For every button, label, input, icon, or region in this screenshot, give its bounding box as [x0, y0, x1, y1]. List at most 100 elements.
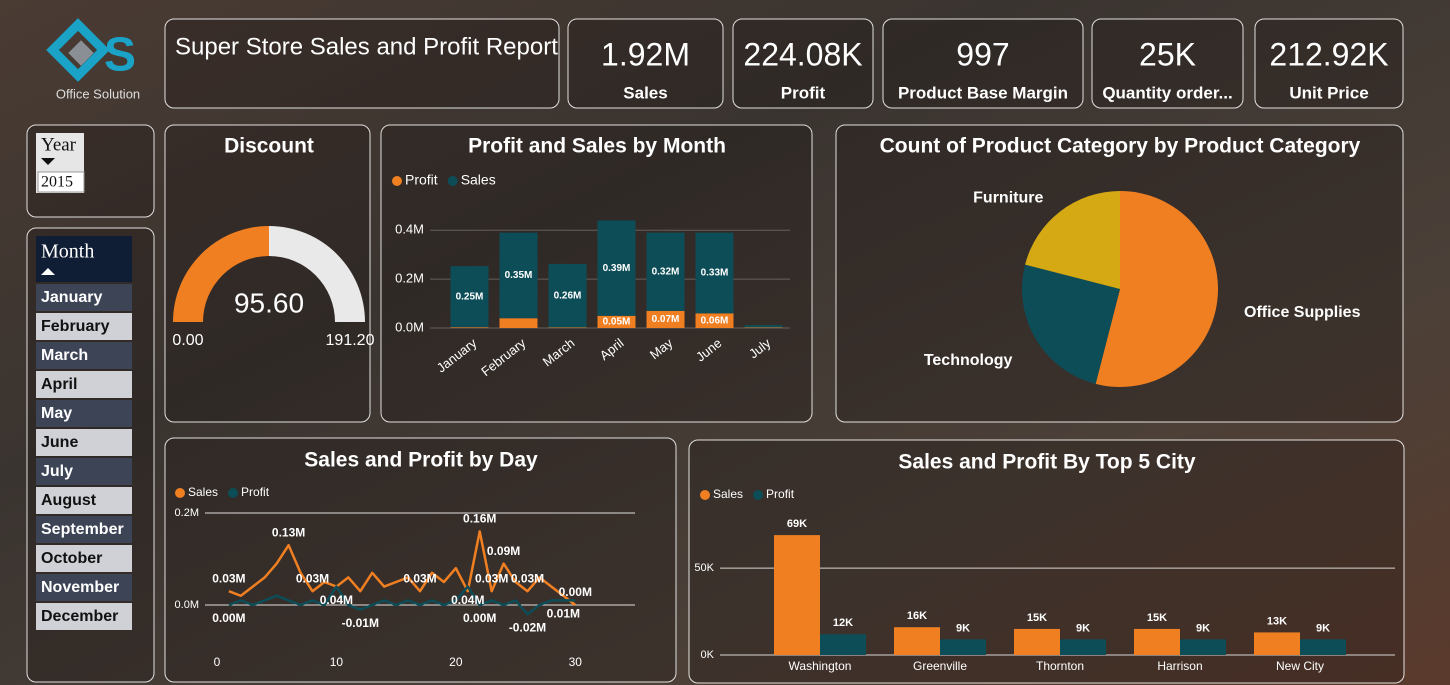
line	[228, 530, 577, 606]
data-label: 0.35M	[505, 270, 533, 281]
bar-segment	[744, 325, 783, 328]
logo: S	[46, 18, 136, 82]
gauge-range-label: 0.00	[172, 332, 203, 349]
data-label: 13K	[1267, 615, 1287, 627]
data-label: 0.03M	[296, 571, 329, 585]
month-option-text[interactable]: August	[41, 492, 97, 509]
month-option[interactable]	[36, 458, 132, 485]
pie-slice	[1022, 264, 1120, 384]
pie-label: Office Supplies	[1244, 304, 1361, 321]
data-label: 0.03M	[511, 571, 544, 585]
month-option[interactable]	[36, 284, 132, 311]
month-option[interactable]	[36, 545, 132, 572]
month-option[interactable]	[36, 313, 132, 340]
panel	[732, 18, 874, 109]
chart-title: Discount	[224, 135, 314, 158]
bar-segment	[646, 232, 685, 311]
month-option-text[interactable]: November	[41, 579, 119, 596]
data-label: 0.06M	[701, 315, 729, 326]
kpi-value: 997	[956, 36, 1009, 72]
gauge-value: 95.60	[234, 287, 304, 318]
month-option-text[interactable]: March	[41, 347, 88, 364]
kpi-label: Unit Price	[1289, 83, 1368, 102]
x-tick-label: 10	[330, 655, 344, 669]
bar	[1300, 639, 1346, 655]
month-option-text[interactable]: January	[41, 289, 102, 306]
month-option-text[interactable]: December	[41, 608, 118, 625]
report-title: Super Store Sales and Profit Report	[175, 33, 558, 60]
bar-segment	[548, 263, 587, 328]
data-label: 9K	[956, 622, 970, 634]
x-tick-label: Harrison	[1157, 659, 1202, 673]
year-option-text[interactable]: 2015	[41, 174, 73, 191]
data-label: 12K	[833, 617, 853, 629]
legend-label: Sales	[461, 172, 496, 188]
bar	[1134, 628, 1180, 655]
x-tick-label: New City	[1276, 659, 1324, 673]
month-option[interactable]	[36, 371, 132, 398]
data-label: 0.03M	[475, 571, 508, 585]
panel	[164, 18, 560, 109]
logo-text: Office Solution	[56, 86, 140, 101]
panel	[380, 124, 813, 423]
bar	[1014, 628, 1060, 655]
legend-label: Sales	[713, 487, 743, 501]
data-label: 0.13M	[272, 525, 305, 539]
bar	[894, 627, 940, 655]
legend-label: Profit	[766, 487, 795, 501]
y-tick-label: 0K	[701, 649, 715, 661]
data-label: 0.16M	[463, 512, 496, 526]
y-tick-label: 0.4M	[395, 222, 424, 237]
data-label: 0.05M	[603, 317, 631, 328]
month-option-text[interactable]: May	[41, 405, 72, 422]
month-option-text[interactable]: June	[41, 434, 78, 451]
bar-segment	[499, 232, 538, 319]
pie-label: Technology	[924, 352, 1013, 369]
x-tick-label: 0	[214, 655, 221, 669]
gauge-fill	[173, 226, 269, 322]
month-option-text[interactable]: September	[41, 521, 124, 538]
month-option-text[interactable]: October	[41, 550, 102, 567]
data-label: 0.04M	[320, 593, 353, 607]
data-label: 0.33M	[701, 268, 729, 279]
kpi-label: Product Base Margin	[898, 83, 1068, 102]
data-label: -0.02M	[509, 620, 546, 634]
bar	[1180, 639, 1226, 655]
data-label: 0.00M	[463, 611, 496, 625]
month-option[interactable]	[36, 574, 132, 601]
legend-marker	[228, 488, 239, 498]
month-option[interactable]	[36, 603, 132, 630]
kpi-label: Profit	[781, 83, 826, 102]
legend-label: Profit	[405, 172, 438, 188]
x-tick-label: 20	[449, 655, 463, 669]
month-option-text[interactable]: July	[41, 463, 73, 480]
chart-title: Sales and Profit by Day	[304, 449, 538, 472]
y-tick-label: 0.0M	[175, 599, 199, 611]
month-option-text[interactable]: April	[41, 376, 77, 393]
kpi-value: 1.92M	[601, 36, 690, 72]
data-label: 0.07M	[652, 314, 680, 325]
bar	[774, 535, 820, 655]
month-option[interactable]	[36, 516, 132, 543]
bar-segment	[695, 313, 734, 328]
data-label: 0.00M	[212, 611, 245, 625]
data-label: -0.01M	[342, 616, 379, 630]
month-option[interactable]	[36, 429, 132, 456]
month-option-text[interactable]: February	[41, 318, 110, 335]
x-tick-label: 30	[569, 655, 583, 669]
y-tick-label: 50K	[694, 562, 714, 574]
legend-marker	[753, 490, 764, 500]
legend-marker	[175, 488, 185, 498]
month-option[interactable]	[36, 342, 132, 369]
year-option[interactable]	[37, 171, 85, 193]
data-label: 9K	[1076, 622, 1090, 634]
data-label: 0.26M	[554, 290, 582, 301]
bar	[940, 639, 986, 655]
month-option[interactable]	[36, 487, 132, 514]
kpi-label: Sales	[623, 83, 667, 102]
data-label: 0.32M	[652, 266, 680, 277]
month-option[interactable]	[36, 400, 132, 427]
data-label: 9K	[1316, 622, 1330, 634]
